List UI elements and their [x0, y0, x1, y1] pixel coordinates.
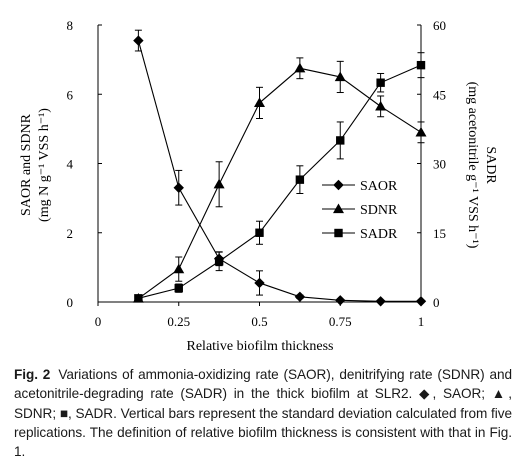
series-line-saor	[137, 40, 421, 302]
series-sdnr	[132, 57, 427, 303]
series-line-sadr	[138, 64, 422, 299]
figure-caption: Fig. 2 Variations of ammonia-oxidizing ra…	[14, 365, 512, 461]
figure-label: Fig. 2	[14, 367, 51, 382]
data-point-sdnr	[375, 100, 387, 111]
y-axis-label-left-line1: SAOR and SDNR	[19, 113, 34, 216]
y-tick-label-right: 30	[433, 157, 446, 172]
y-tick-label-left: 0	[67, 295, 74, 310]
data-point-sadr	[376, 78, 385, 87]
series-saor	[133, 29, 427, 307]
data-point-saor	[375, 296, 386, 307]
axes	[97, 25, 422, 303]
data-point-sadr	[255, 228, 264, 237]
data-point-sdnr	[213, 178, 225, 189]
data-point-sadr	[174, 283, 183, 293]
legend-label-sadr: SADR	[360, 227, 398, 242]
data-point-saor	[254, 277, 265, 289]
data-point-sadr	[336, 136, 345, 145]
x-tick-label: 0.5	[251, 314, 267, 329]
y-axis-label-left: SAOR and SDNR (mg N g⁻¹ VSS h⁻¹)	[19, 108, 52, 222]
data-point-saor	[133, 35, 144, 46]
y-tick-label-right: 60	[433, 18, 446, 33]
legend-marker-sadr	[334, 228, 343, 238]
y-tick-label-right: 45	[433, 87, 446, 102]
x-tick-label: 0.25	[167, 314, 190, 329]
y-tick-label-right: 15	[433, 226, 446, 241]
data-point-saor	[415, 296, 427, 307]
legend-item-sadr: SADR	[322, 227, 398, 242]
data-point-sadr	[295, 175, 305, 184]
series-layer	[132, 29, 427, 307]
legend-label-sdnr: SDNR	[360, 203, 398, 218]
data-point-sdnr	[415, 126, 427, 137]
y-tick-label-right: 0	[433, 295, 440, 310]
data-point-sadr	[134, 294, 143, 303]
figure-caption-text: Variations of ammonia-oxidizing rate (SA…	[14, 367, 512, 460]
data-point-sdnr	[294, 62, 306, 73]
y-axis-label-right-line2: (mg acetonitrile g⁻¹ VSS h⁻¹)	[465, 82, 480, 249]
series-sadr	[134, 52, 426, 303]
y-axis-label-left-line2: (mg N g⁻¹ VSS h⁻¹)	[37, 108, 52, 222]
x-tick-label: 0.75	[329, 314, 352, 329]
data-point-sdnr	[173, 263, 185, 274]
legend-label-saor: SAOR	[360, 179, 398, 194]
data-point-saor	[335, 295, 346, 306]
y-tick-label-left: 4	[67, 157, 74, 172]
x-tick-label: 1	[418, 314, 425, 329]
legend-marker-sdnr	[333, 203, 344, 214]
legend: SAOR SDNR SADR	[322, 179, 398, 242]
x-tick-label: 0	[95, 314, 102, 329]
y-tick-label-left: 8	[67, 18, 74, 33]
data-point-sdnr	[334, 71, 346, 82]
y-tick-label-left: 6	[67, 87, 74, 102]
y-axis-label-right-line1: SADR	[483, 146, 498, 184]
legend-marker-saor	[333, 179, 344, 191]
legend-item-saor: SAOR	[322, 179, 398, 194]
x-axis-label: Relative biofilm thickness	[187, 339, 334, 354]
data-point-sdnr	[254, 97, 265, 108]
data-point-sadr	[214, 257, 224, 266]
data-point-saor	[294, 291, 306, 303]
data-point-saor	[173, 182, 184, 193]
legend-item-sdnr: SDNR	[322, 203, 398, 218]
data-point-sadr	[416, 60, 426, 70]
series-line-sdnr	[138, 67, 422, 299]
y-axis-label-right: SADR (mg acetonitrile g⁻¹ VSS h⁻¹)	[465, 82, 498, 249]
y-tick-label-left: 2	[67, 226, 74, 241]
